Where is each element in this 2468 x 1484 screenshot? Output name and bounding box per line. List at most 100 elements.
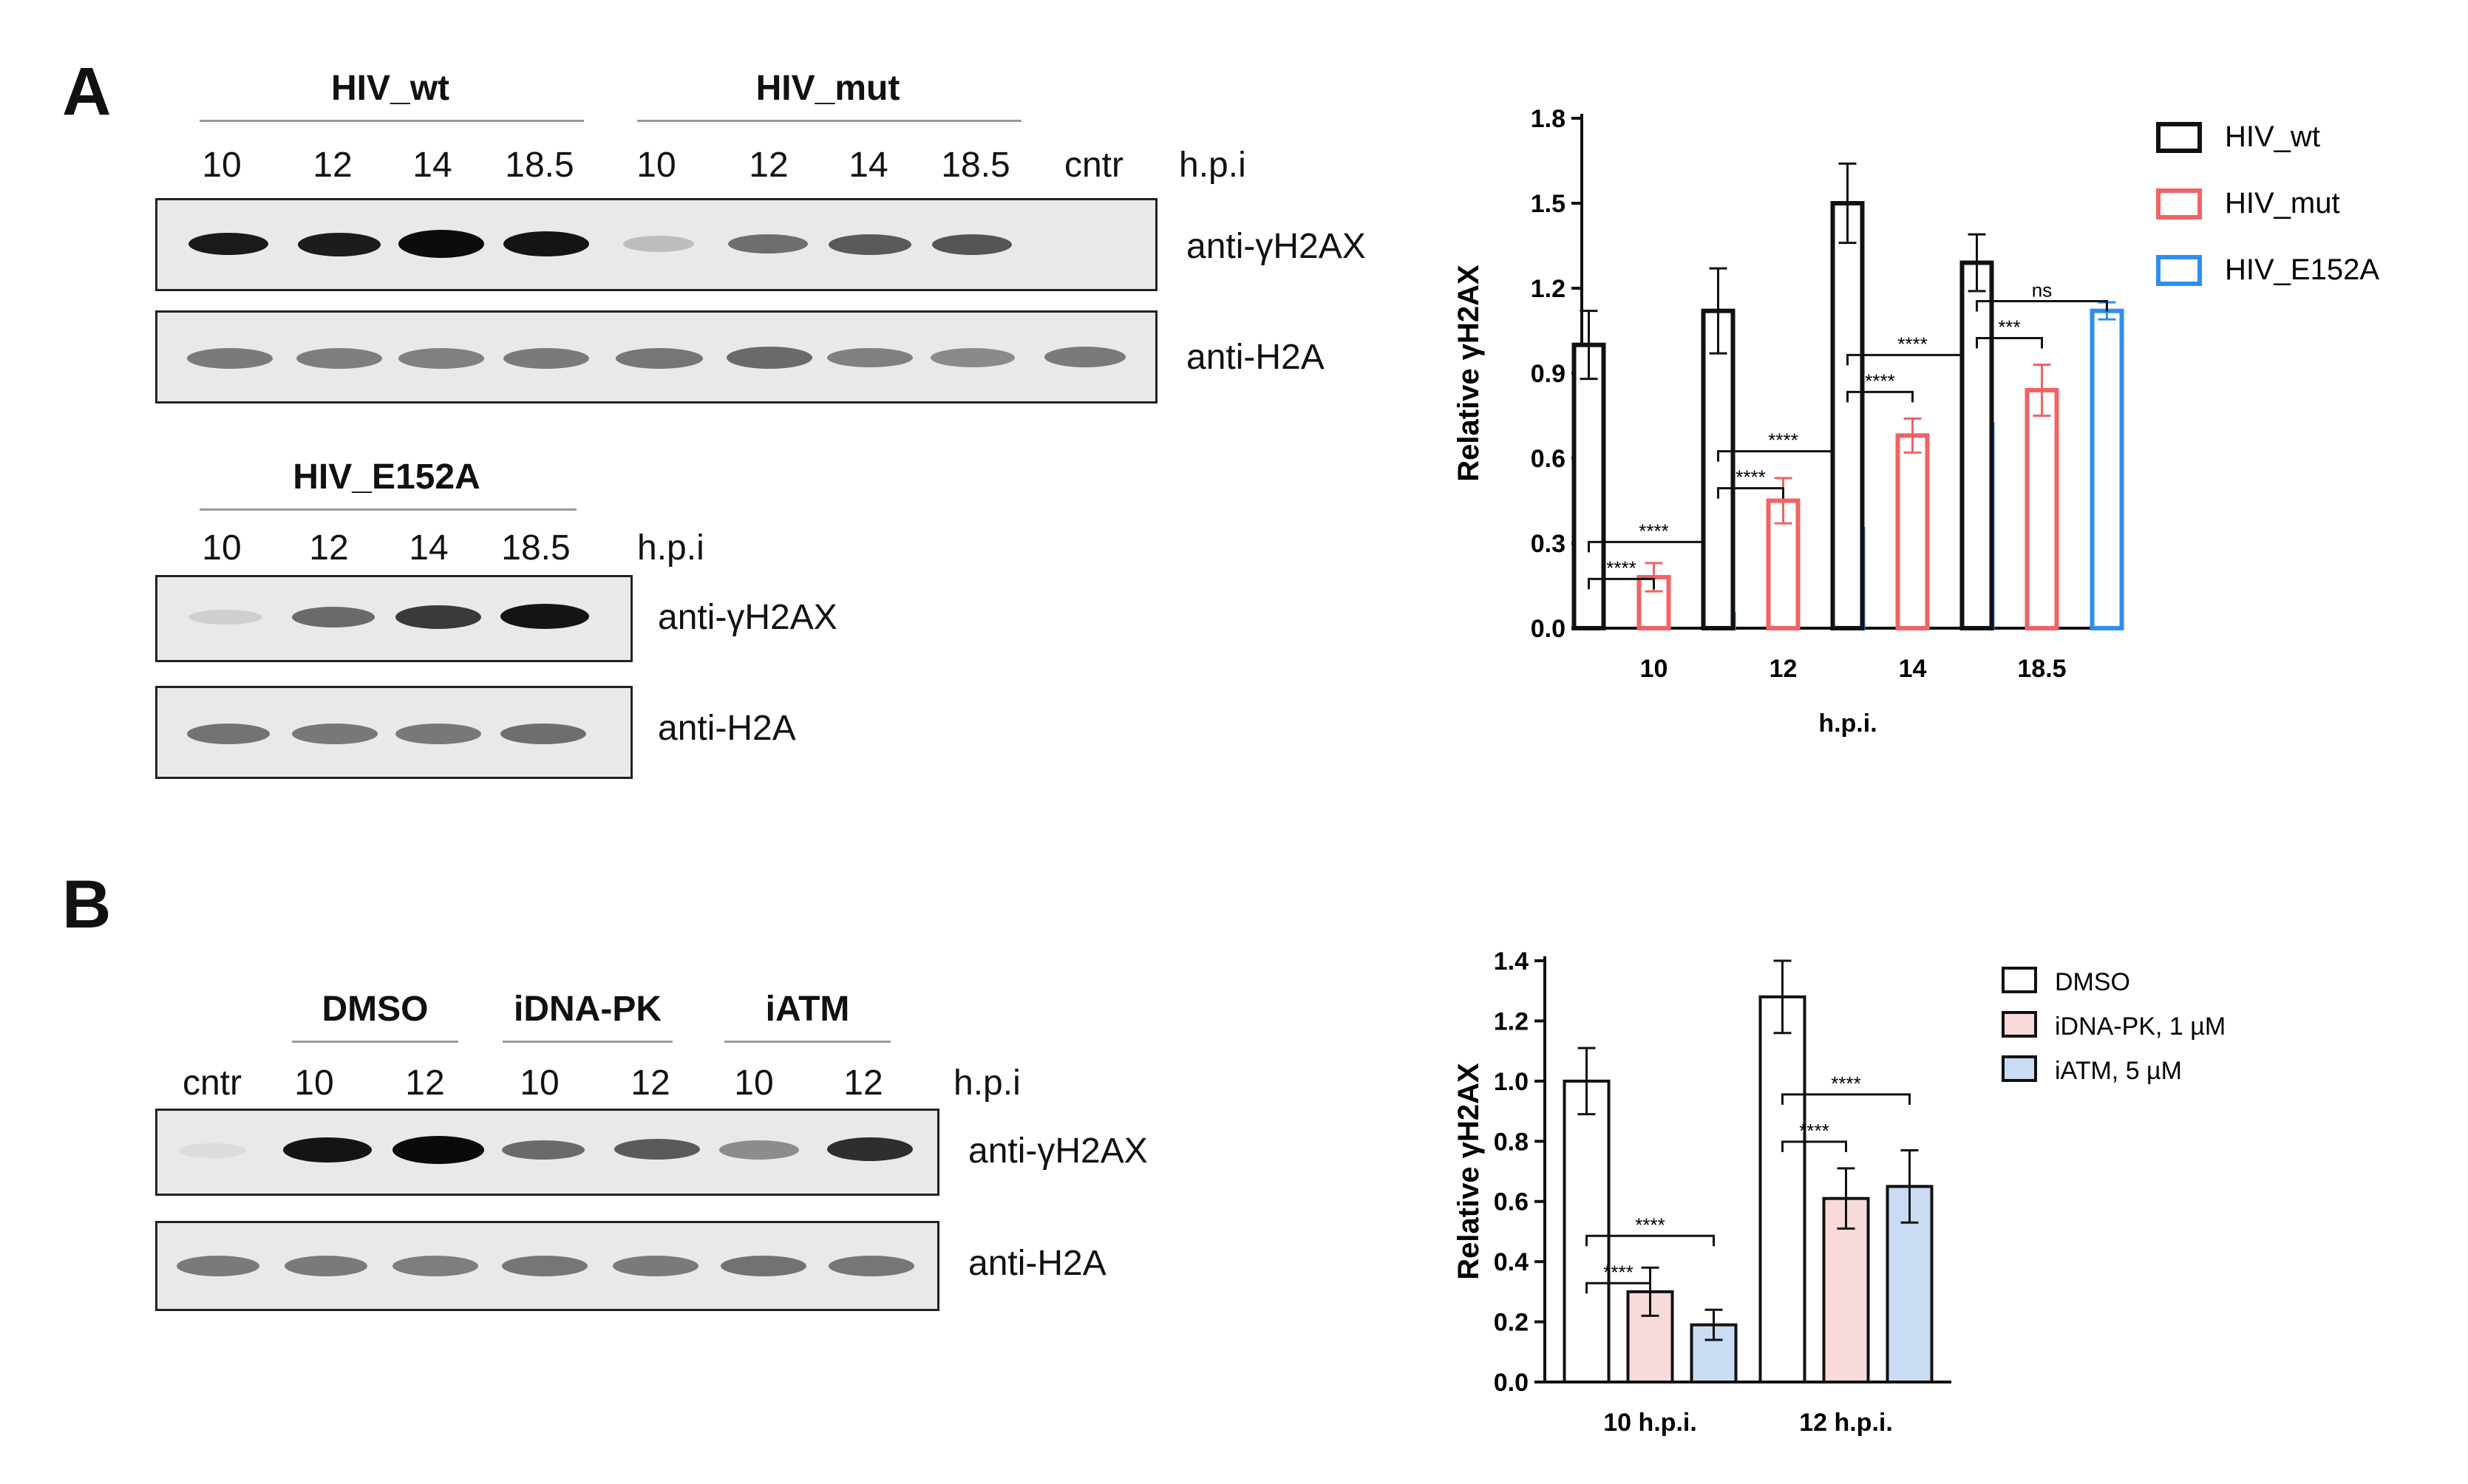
significance-bracket xyxy=(1717,487,1784,499)
lane-label: cntr xyxy=(1064,146,1123,185)
significance-bracket xyxy=(1585,1234,1715,1247)
bar xyxy=(1895,433,1930,630)
group-label-iatm: iATM xyxy=(765,990,850,1029)
group-label-idna-pk: iDNA-PK xyxy=(514,990,662,1029)
band xyxy=(502,1140,585,1160)
y-tick-label: 0.6 xyxy=(1531,445,1566,473)
band xyxy=(283,1137,372,1163)
lane-label: 12 xyxy=(749,146,789,185)
band xyxy=(827,1137,913,1161)
blot-gh2ax-b xyxy=(155,1109,939,1196)
significance-label: **** xyxy=(1799,1120,1829,1142)
blot-label-gh2ax: anti-γH2AX xyxy=(1186,227,1366,266)
group-line-hiv-e152a xyxy=(200,508,577,511)
bar xyxy=(1830,201,1865,630)
significance-label: *** xyxy=(1998,316,2020,338)
y-tick-label: 1.8 xyxy=(1531,105,1566,133)
y-tick-label: 1.4 xyxy=(1494,947,1529,976)
band xyxy=(1044,347,1126,367)
legend-label: HIV_E152A xyxy=(2225,253,2379,286)
x-tick-label: 10 xyxy=(1640,655,1668,683)
band xyxy=(188,610,262,624)
y-tick-label: 1.2 xyxy=(1494,1007,1529,1035)
y-tick-label: 0.3 xyxy=(1531,530,1566,558)
y-tick-label: 0.2 xyxy=(1494,1309,1529,1337)
y-tick-label: 0.0 xyxy=(1531,615,1566,643)
significance-label: **** xyxy=(1897,333,1927,355)
band xyxy=(503,231,589,256)
lane-label: 10 xyxy=(734,1063,774,1103)
blot-h2a-e152a xyxy=(155,686,633,779)
band xyxy=(292,724,378,744)
group-label-hiv-mut: HIV_mut xyxy=(755,69,900,108)
blot-label-h2a-b: anti-H2A xyxy=(968,1244,1106,1283)
band xyxy=(500,604,589,629)
lane-label: 18.5 xyxy=(505,146,574,185)
significance-label: **** xyxy=(1639,520,1668,542)
x-tick-label: 10 h.p.i. xyxy=(1603,1409,1697,1437)
band xyxy=(613,1256,698,1276)
lane-label: 18.5 xyxy=(941,146,1010,185)
band xyxy=(395,724,481,744)
panel-b-letter: B xyxy=(62,867,112,942)
band xyxy=(180,1143,246,1158)
group-label-hiv-wt: HIV_wt xyxy=(330,69,450,108)
significance-bracket xyxy=(1588,540,1720,553)
lane-label: 10 xyxy=(202,528,242,568)
band xyxy=(503,348,589,369)
blot-h2a-a xyxy=(155,310,1157,404)
y-tick-label: 0.4 xyxy=(1494,1248,1529,1276)
significance-label: **** xyxy=(1603,1261,1633,1283)
x-tick-label: 12 xyxy=(1770,655,1798,683)
legend-label: iDNA-PK, 1 µM xyxy=(2055,1012,2226,1041)
lane-label: 18.5 xyxy=(501,528,571,568)
significance-label: **** xyxy=(1831,1072,1860,1095)
group-line-dmso xyxy=(292,1041,458,1043)
y-tick-label: 0.8 xyxy=(1494,1128,1529,1156)
lane-label: 10 xyxy=(202,146,242,185)
band xyxy=(623,236,694,252)
lane-label: 10 xyxy=(636,146,676,185)
legend-swatch xyxy=(2002,967,2037,993)
chart-b: 0.0 0.2 0.4 0.6 0.8 1.0 1.2 1.4 Relative γH2AX 10… xyxy=(1452,947,2226,1437)
blot-label-gh2ax-e152a: anti-γH2AX xyxy=(658,598,837,637)
significance-label: **** xyxy=(1768,429,1798,452)
legend-swatch xyxy=(2002,1055,2037,1082)
legend-label: DMSO xyxy=(2055,968,2130,996)
band xyxy=(616,348,703,369)
band xyxy=(392,1136,484,1164)
blot-gh2ax-e152a xyxy=(155,575,633,662)
y-tick-label: 0.9 xyxy=(1531,360,1566,388)
hpi-label: h.p.i xyxy=(1179,146,1246,185)
group-line-hiv-mut xyxy=(637,120,1021,122)
bar xyxy=(1758,995,1806,1384)
lane-label: 10 xyxy=(520,1063,560,1103)
group-label-dmso: DMSO xyxy=(322,990,429,1029)
blot-gh2ax-a xyxy=(155,198,1157,291)
lane-label: 12 xyxy=(630,1063,670,1103)
lane-label: 12 xyxy=(309,528,349,568)
group-label-hiv-e152a: HIV_E152A xyxy=(293,457,480,497)
band xyxy=(614,1139,700,1160)
significance-bracket xyxy=(1588,577,1655,590)
legend-swatch xyxy=(2156,188,2202,219)
band xyxy=(719,1140,799,1160)
band xyxy=(827,348,913,367)
legend-label: iATM, 5 µM xyxy=(2055,1057,2182,1085)
band xyxy=(296,348,382,369)
lane-label: cntr xyxy=(182,1063,242,1103)
lane-label: 10 xyxy=(294,1063,334,1103)
group-line-idna-pk xyxy=(503,1041,673,1043)
band xyxy=(931,348,1015,367)
bar xyxy=(1959,260,1994,630)
y-tick-label: 0.0 xyxy=(1494,1369,1529,1397)
legend-swatch xyxy=(2156,122,2202,153)
x-tick-label: 12 h.p.i. xyxy=(1799,1409,1893,1437)
legend-label: HIV_mut xyxy=(2225,187,2340,219)
y-tick-label: 0.6 xyxy=(1494,1188,1529,1216)
band xyxy=(500,724,586,744)
x-axis-label: h.p.i. xyxy=(1818,709,1877,738)
significance-bracket xyxy=(1976,300,2108,312)
significance-bracket xyxy=(1781,1093,1911,1105)
blot-label-gh2ax-b: anti-γH2AX xyxy=(968,1131,1148,1171)
